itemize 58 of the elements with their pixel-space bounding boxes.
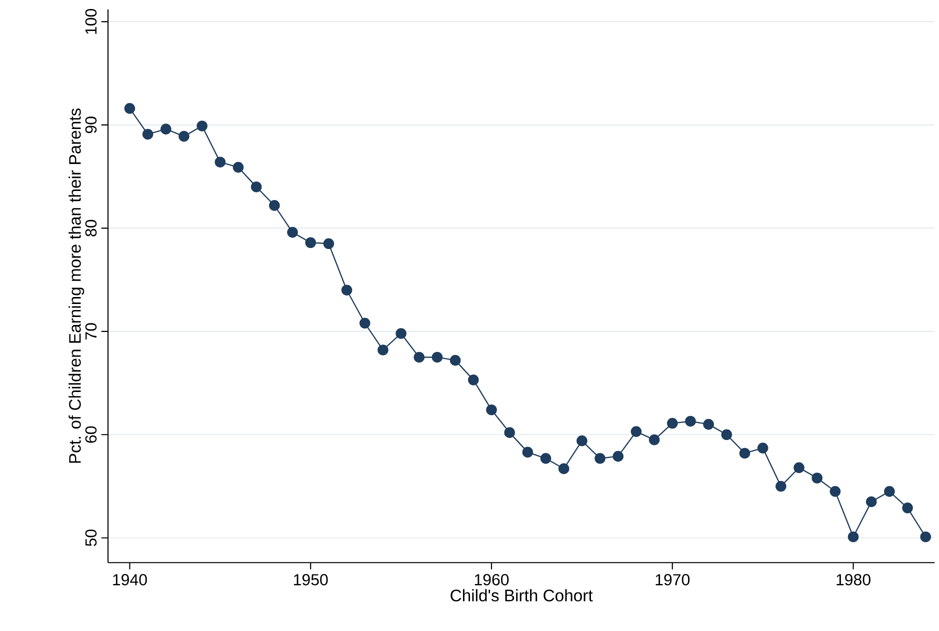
point <box>250 181 262 192</box>
point <box>540 452 552 464</box>
point <box>232 162 244 173</box>
point <box>703 418 714 430</box>
x-tick-label: 1960 <box>474 574 509 586</box>
y-tick-label: 100 <box>85 8 97 34</box>
x-tick-label: 1970 <box>656 574 690 586</box>
point <box>341 284 352 296</box>
point <box>794 462 804 474</box>
point <box>739 448 750 459</box>
point <box>504 427 515 438</box>
point <box>685 416 696 427</box>
point <box>378 344 388 356</box>
point <box>630 426 642 437</box>
point <box>666 418 678 429</box>
point <box>648 434 660 446</box>
point <box>594 452 606 464</box>
point <box>468 374 479 386</box>
point <box>142 128 154 140</box>
point <box>812 472 822 484</box>
point <box>848 531 859 542</box>
point <box>359 318 370 329</box>
point <box>160 124 172 134</box>
point <box>486 404 497 416</box>
point <box>757 442 768 454</box>
point <box>124 103 136 114</box>
x-tick-label: 1950 <box>294 574 328 586</box>
point <box>830 486 841 497</box>
point <box>576 435 588 446</box>
y-tick-label: 50 <box>85 530 97 546</box>
point <box>558 463 570 474</box>
point <box>612 450 624 462</box>
point <box>396 328 406 339</box>
point <box>305 237 316 248</box>
point <box>178 130 190 142</box>
point <box>522 446 534 458</box>
x-axis-title: Child's Birth Cohort <box>450 589 593 602</box>
x-tick-label: 1940 <box>113 574 147 586</box>
point <box>450 354 461 366</box>
point <box>414 352 425 363</box>
point <box>196 120 208 132</box>
y-tick-label: 60 <box>85 426 97 443</box>
point <box>287 226 298 238</box>
x-tick-label: 1980 <box>836 574 870 586</box>
point <box>432 352 443 363</box>
y-tick-label: 70 <box>85 323 97 340</box>
point <box>269 200 280 211</box>
y-tick-label: 90 <box>85 116 97 134</box>
point <box>866 496 877 508</box>
point <box>776 480 786 492</box>
point <box>323 238 334 250</box>
y-axis-title: Pct. of Children Earning more than their Parents <box>68 108 84 463</box>
point <box>214 156 226 168</box>
y-tick-label: 80 <box>85 220 97 236</box>
point <box>902 502 913 514</box>
point <box>884 486 895 497</box>
point <box>721 429 732 440</box>
point <box>920 531 932 542</box>
